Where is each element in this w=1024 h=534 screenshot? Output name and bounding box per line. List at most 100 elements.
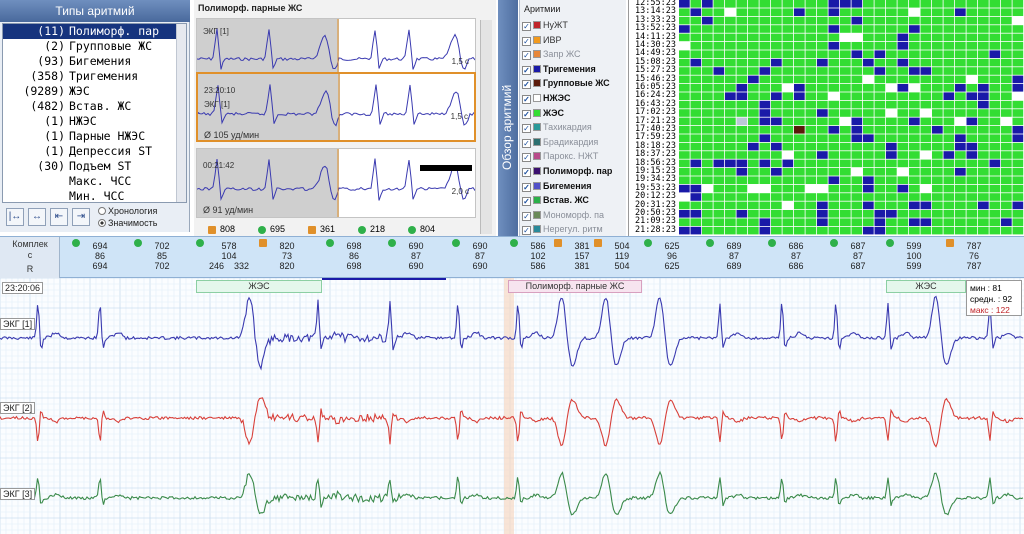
grid-cell[interactable]	[794, 184, 805, 193]
grid-cell[interactable]	[702, 218, 713, 226]
grid-cell[interactable]	[771, 16, 782, 25]
grid-cell[interactable]	[932, 58, 943, 67]
grid-cell[interactable]	[794, 226, 805, 235]
grid-cell[interactable]	[759, 184, 771, 193]
grid-cell[interactable]	[989, 134, 1001, 142]
grid-cell[interactable]	[943, 92, 955, 100]
legend-item[interactable]: ✓ Тахикардия	[522, 120, 626, 135]
grid-cell[interactable]	[932, 193, 943, 201]
grid-cell[interactable]	[1001, 42, 1012, 50]
grid-cell[interactable]	[828, 0, 840, 8]
grid-cell[interactable]	[736, 25, 748, 33]
grid-cell[interactable]	[1001, 109, 1012, 117]
grid-cell[interactable]	[978, 176, 989, 184]
grid-cell[interactable]	[909, 184, 920, 193]
grid-cell[interactable]	[874, 16, 886, 25]
grid-cell[interactable]	[932, 226, 943, 235]
grid-cell[interactable]	[1001, 84, 1012, 92]
check-icon[interactable]: ✓	[522, 36, 531, 46]
grid-cell[interactable]	[863, 58, 874, 67]
grid-cell[interactable]	[736, 109, 748, 117]
grid-cell[interactable]	[725, 226, 736, 235]
grid-cell[interactable]	[1012, 67, 1024, 75]
grid-cell[interactable]	[713, 184, 725, 193]
grid-cell[interactable]	[851, 75, 863, 84]
grid-cell[interactable]	[955, 33, 966, 42]
grid-cell[interactable]	[782, 75, 794, 84]
complex-marker[interactable]	[259, 239, 267, 247]
radio-significance[interactable]: Значимость	[98, 218, 157, 228]
legend-item[interactable]: ✓ Тригемения	[522, 62, 626, 77]
grid-cell[interactable]	[909, 8, 920, 16]
grid-cell[interactable]	[909, 25, 920, 33]
grid-cell[interactable]	[966, 126, 978, 134]
grid-cell[interactable]	[909, 16, 920, 25]
check-icon[interactable]: ✓	[522, 65, 531, 75]
grid-cell[interactable]	[886, 67, 897, 75]
grid-cell[interactable]	[736, 210, 748, 218]
grid-cell[interactable]	[794, 100, 805, 109]
grid-cell[interactable]	[1012, 58, 1024, 67]
grid-cell[interactable]	[989, 33, 1001, 42]
grid-cell[interactable]	[725, 0, 736, 8]
grid-cell[interactable]	[897, 75, 909, 84]
arrhythmia-type-item[interactable]: (1) Депрессия ST	[3, 144, 186, 159]
grid-cell[interactable]	[1001, 176, 1012, 184]
grid-cell[interactable]	[748, 25, 759, 33]
grid-cell[interactable]	[989, 16, 1001, 25]
grid-cell[interactable]	[690, 142, 702, 151]
arrhythmia-type-item[interactable]: (1) Парные НЖЭС	[3, 129, 186, 144]
grid-cell[interactable]	[690, 218, 702, 226]
grid-cell[interactable]	[989, 151, 1001, 159]
grid-cell[interactable]	[794, 134, 805, 142]
grid-cell[interactable]	[955, 126, 966, 134]
grid-cell[interactable]	[851, 201, 863, 210]
legend-item[interactable]: ✓ Полиморф. пар	[522, 164, 626, 179]
grid-cell[interactable]	[713, 75, 725, 84]
grid-cell[interactable]	[909, 58, 920, 67]
grid-cell[interactable]	[679, 142, 690, 151]
grid-cell[interactable]	[978, 42, 989, 50]
grid-cell[interactable]	[817, 176, 828, 184]
grid-cell[interactable]	[1001, 126, 1012, 134]
grid-cell[interactable]	[1001, 193, 1012, 201]
grid-cell[interactable]	[874, 176, 886, 184]
grid-cell[interactable]	[725, 117, 736, 126]
grid-cell[interactable]	[782, 84, 794, 92]
grid-cell[interactable]	[886, 126, 897, 134]
grid-cell[interactable]	[748, 42, 759, 50]
grid-cell[interactable]	[805, 142, 817, 151]
grid-cell[interactable]	[863, 193, 874, 201]
grid-cell[interactable]	[920, 201, 932, 210]
grid-cell[interactable]	[851, 176, 863, 184]
grid-cell[interactable]	[989, 226, 1001, 235]
legend-item[interactable]: ✓ Брадикардия	[522, 135, 626, 150]
grid-cell[interactable]	[725, 159, 736, 168]
arrhythmia-type-item[interactable]: (2) Групповые ЖС	[3, 39, 186, 54]
arrhythmia-type-item[interactable]: (9289) ЖЭС	[3, 84, 186, 99]
grid-cell[interactable]	[702, 25, 713, 33]
grid-cell[interactable]	[817, 184, 828, 193]
grid-cell[interactable]	[759, 25, 771, 33]
grid-cell[interactable]	[874, 134, 886, 142]
grid-cell[interactable]	[840, 142, 851, 151]
complex-marker[interactable]	[644, 239, 652, 247]
grid-cell[interactable]	[828, 168, 840, 176]
grid-cell[interactable]	[874, 226, 886, 235]
grid-cell[interactable]	[725, 168, 736, 176]
grid-cell[interactable]	[805, 109, 817, 117]
grid-cell[interactable]	[679, 33, 690, 42]
grid-cell[interactable]	[932, 218, 943, 226]
grid-cell[interactable]	[782, 42, 794, 50]
grid-cell[interactable]	[943, 193, 955, 201]
grid-cell[interactable]	[851, 109, 863, 117]
grid-cell[interactable]	[690, 201, 702, 210]
grid-cell[interactable]	[863, 0, 874, 8]
grid-cell[interactable]	[920, 84, 932, 92]
grid-cell[interactable]	[955, 184, 966, 193]
grid-cell[interactable]	[863, 16, 874, 25]
grid-cell[interactable]	[920, 168, 932, 176]
grid-cell[interactable]	[690, 33, 702, 42]
grid-cell[interactable]	[713, 33, 725, 42]
grid-cell[interactable]	[782, 92, 794, 100]
